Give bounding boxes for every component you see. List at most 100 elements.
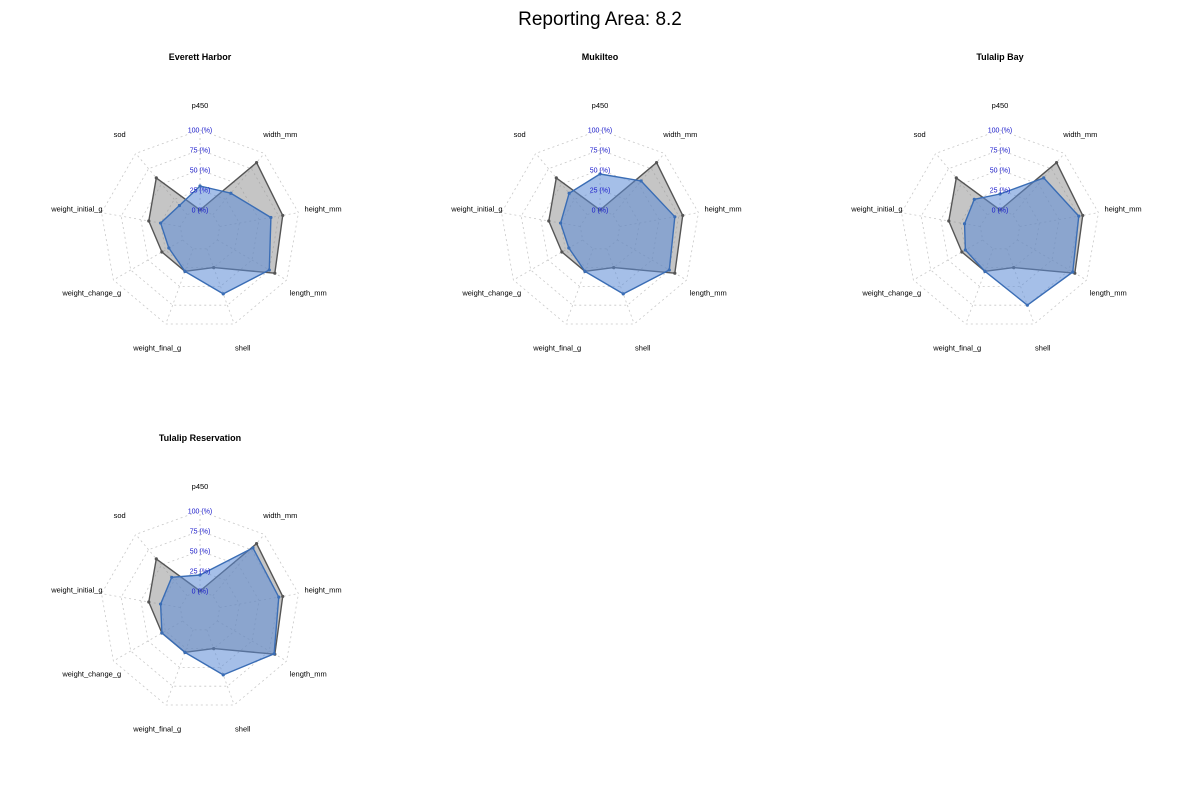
- series-reference-point: [547, 219, 551, 223]
- ring-label: 50 (%): [990, 168, 1011, 175]
- axis-label-p450: p450: [192, 101, 209, 110]
- axis-label-width_mm: width_mm: [1062, 130, 1097, 139]
- series-site-point: [272, 652, 276, 656]
- axis-label-weight_initial_g: weight_initial_g: [450, 204, 502, 213]
- series-site-point: [598, 172, 602, 176]
- series-site-point: [170, 575, 174, 579]
- axis-label-weight_change_g: weight_change_g: [461, 289, 521, 298]
- axis-label-height_mm: height_mm: [305, 585, 342, 594]
- panel-title: Tulalip Reservation: [158, 433, 242, 443]
- series-reference-point: [673, 271, 677, 275]
- ring-label: 0 (%): [192, 208, 209, 215]
- series-site-point: [998, 192, 1002, 196]
- axis-label-shell: shell: [1035, 343, 1051, 352]
- axis-label-height_mm: height_mm: [305, 204, 342, 213]
- ring-label: 50 (%): [590, 168, 611, 175]
- radar-chart-svg: 0 (%) 25 (%) 50 (%) 75 (%) 100 (%) p450 width_…: [450, 101, 741, 352]
- ring-label: 100 (%): [188, 128, 213, 135]
- series-site-point: [583, 269, 587, 273]
- series-site-point: [229, 191, 233, 195]
- axis-label-weight_final_g: weight_final_g: [532, 343, 581, 352]
- series-site-point: [251, 546, 255, 550]
- grid-spoke: [101, 593, 181, 608]
- panel-title: Mukilteo: [581, 52, 619, 62]
- ring-label: 0 (%): [592, 208, 609, 215]
- axis-label-weight_final_g: weight_final_g: [132, 724, 181, 733]
- radar-chart-svg: 0 (%) 25 (%) 50 (%) 75 (%) 100 (%) p450 width_…: [850, 101, 1142, 352]
- series-site-point: [963, 248, 967, 252]
- radar-chart-svg: 0 (%) 25 (%) 50 (%) 75 (%) 100 (%) p450 width_…: [50, 101, 342, 352]
- series-site-area: [159, 547, 280, 676]
- grid-spoke: [565, 248, 594, 325]
- radar-panel-everett-harbor: Everett Harbor 0 (%) 25 (%) 50 (%) 75 (%) 10…: [0, 0, 400, 380]
- grid-ring: [920, 149, 1080, 306]
- series-site-point: [183, 650, 187, 654]
- axis-label-height_mm: height_mm: [1105, 204, 1142, 213]
- axis-label-length_mm: length_mm: [290, 289, 327, 298]
- axis-label-length_mm: length_mm: [690, 289, 727, 298]
- grid-spoke: [165, 629, 194, 706]
- series-site-point: [159, 221, 163, 225]
- series-reference-point: [1054, 160, 1059, 165]
- axis-label-p450: p450: [192, 482, 209, 491]
- ring-label: 25 (%): [590, 188, 611, 195]
- ring-label: 75 (%): [190, 529, 211, 536]
- series-site-point: [159, 602, 163, 606]
- axis-label-sod: sod: [114, 130, 126, 139]
- axis-label-shell: shell: [635, 343, 651, 352]
- grid-spoke: [165, 248, 194, 325]
- axis-label-weight_change_g: weight_change_g: [61, 289, 121, 298]
- radar-chart-svg: 0 (%) 25 (%) 50 (%) 75 (%) 100 (%) p450 width_…: [50, 482, 342, 733]
- series-site-point: [621, 292, 625, 296]
- grid-spoke: [113, 620, 183, 662]
- series-site-point: [1077, 214, 1081, 218]
- series-site-point: [198, 184, 202, 188]
- ring-label: 50 (%): [190, 168, 211, 175]
- grid-ring: [520, 149, 680, 306]
- axis-label-sod: sod: [514, 130, 526, 139]
- ring-label: 0 (%): [992, 208, 1009, 215]
- series-site-area: [963, 177, 1080, 306]
- series-site-area: [559, 173, 676, 295]
- series-reference-point: [554, 176, 558, 180]
- series-site-point: [673, 215, 677, 219]
- axis-label-shell: shell: [235, 724, 251, 733]
- ring-label: 75 (%): [590, 148, 611, 155]
- axis-label-weight_initial_g: weight_initial_g: [50, 204, 102, 213]
- axis-label-length_mm: length_mm: [290, 670, 327, 679]
- ring-label: 100 (%): [988, 128, 1013, 135]
- series-site-point: [160, 631, 164, 635]
- series-reference-point: [960, 250, 964, 254]
- grid-spoke: [101, 212, 181, 227]
- ring-label: 25 (%): [990, 188, 1011, 195]
- series-reference-point: [681, 213, 685, 218]
- ring-label: 50 (%): [190, 549, 211, 556]
- axis-label-weight_initial_g: weight_initial_g: [850, 204, 902, 213]
- series-reference-point: [154, 557, 158, 561]
- series-site-point: [1042, 176, 1046, 180]
- ring-label: 75 (%): [190, 148, 211, 155]
- series-reference-point: [954, 176, 958, 180]
- series-site-point: [567, 246, 571, 250]
- series-site-point: [639, 179, 643, 183]
- series-reference-point: [281, 594, 285, 599]
- axis-label-weight_final_g: weight_final_g: [932, 343, 981, 352]
- series-site-point: [221, 292, 225, 296]
- ring-label: 100 (%): [588, 128, 613, 135]
- series-reference-point: [147, 600, 151, 604]
- series-site-point: [221, 673, 225, 677]
- axis-label-length_mm: length_mm: [1090, 289, 1127, 298]
- series-site-point: [177, 203, 182, 208]
- series-reference-point: [947, 219, 951, 223]
- axis-label-weight_final_g: weight_final_g: [132, 343, 181, 352]
- radar-panel-tulalip-bay: Tulalip Bay 0 (%) 25 (%) 50 (%) 75 (%) 100 (…: [800, 0, 1200, 380]
- radar-panel-mukilteo: Mukilteo 0 (%) 25 (%) 50 (%) 75 (%) 100 (%) p…: [400, 0, 800, 380]
- ring-label: 0 (%): [192, 589, 209, 596]
- grid-spoke: [113, 239, 183, 281]
- series-reference-point: [273, 271, 277, 275]
- axis-label-sod: sod: [114, 511, 126, 520]
- radar-panel-tulalip-reservation: Tulalip Reservation 0 (%) 25 (%) 50 (%) 75 …: [0, 381, 400, 761]
- ring-label: 75 (%): [990, 148, 1011, 155]
- axis-label-sod: sod: [914, 130, 926, 139]
- main-title: Reporting Area: 8.2: [518, 9, 682, 30]
